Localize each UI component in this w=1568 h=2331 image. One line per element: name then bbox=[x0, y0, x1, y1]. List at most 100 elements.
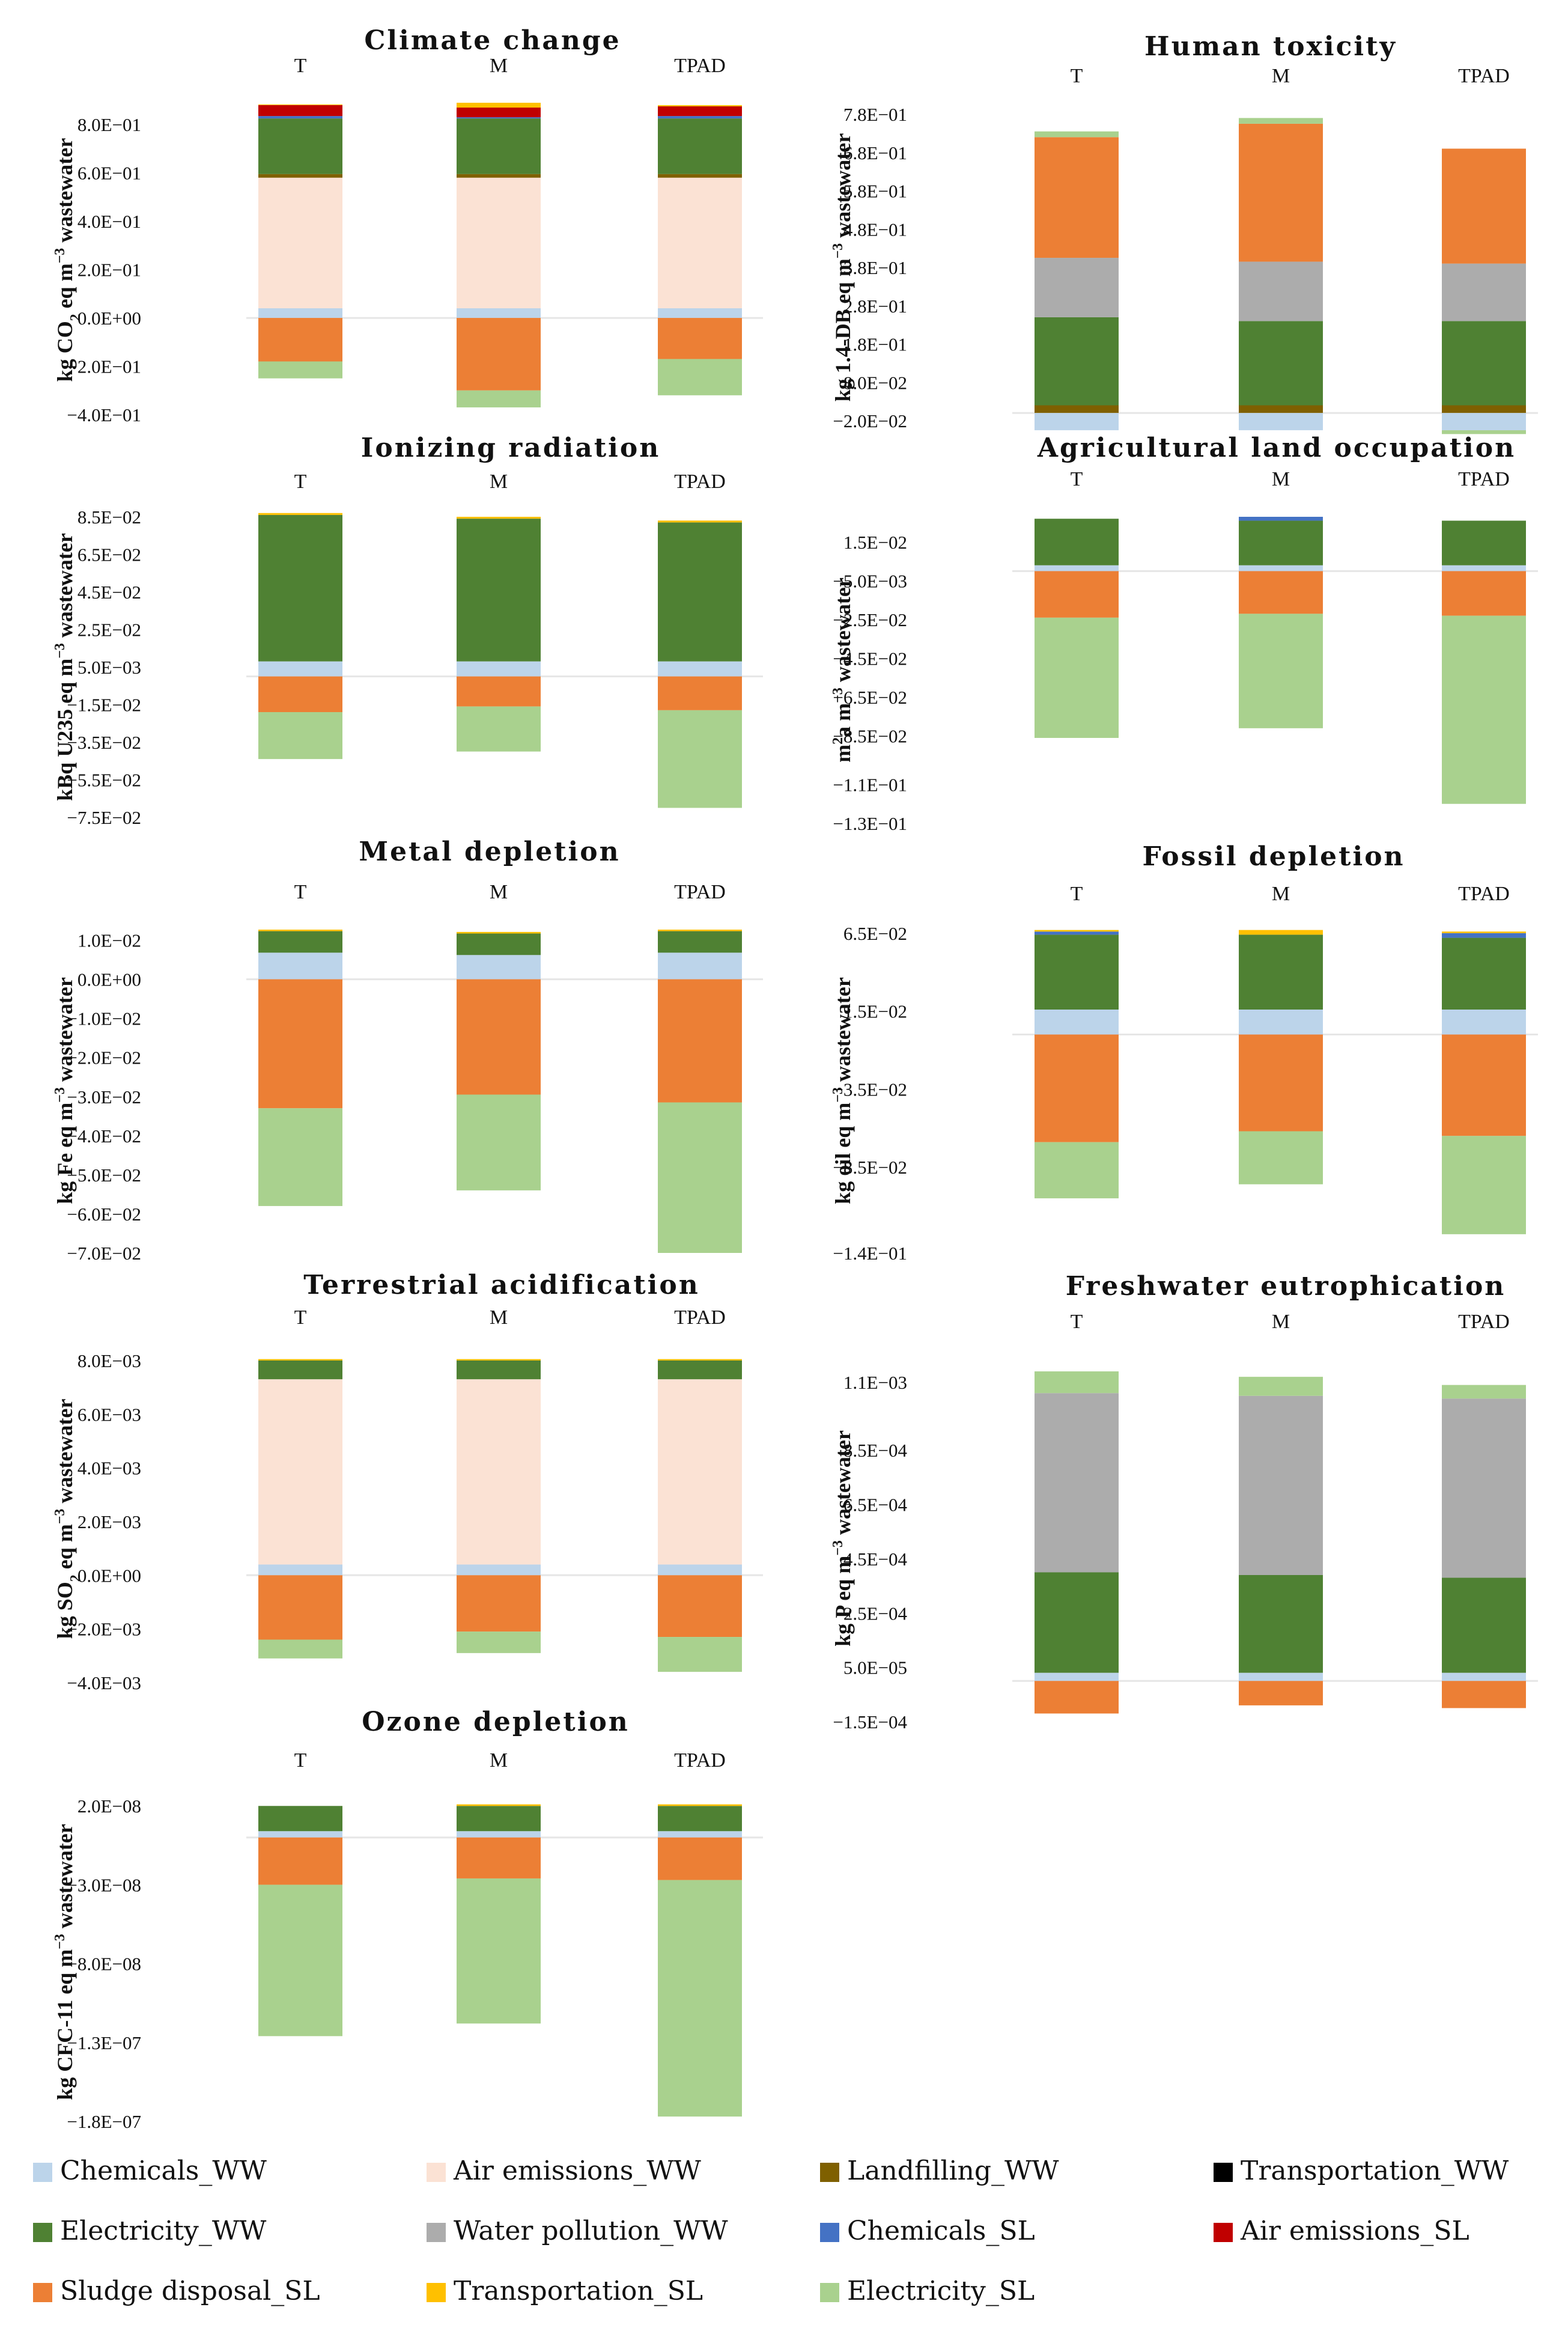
category-label: M bbox=[490, 55, 508, 77]
bar-segment-chem_ww bbox=[1239, 565, 1323, 571]
y-tick-label: −3.5E−02 bbox=[67, 732, 141, 753]
y-tick-label: −2.0E−02 bbox=[67, 1047, 141, 1068]
legend: Chemicals_WW Air emissions_WW Landfilling_… bbox=[33, 2156, 1509, 2306]
y-axis-label-part: wastewater bbox=[53, 977, 77, 1087]
bar-segment-elec_sl bbox=[457, 390, 541, 407]
y-axis-label: kg oil eq m−3 wastewater bbox=[830, 977, 855, 1204]
legend-label: Sludge disposal_SL bbox=[60, 2276, 320, 2306]
chart-panel: Ionizing radiation kBq U235 eq m−3 wastew… bbox=[52, 433, 763, 828]
bar-segment-elec_ww bbox=[1442, 520, 1526, 565]
bar-segment-elec_sl bbox=[1442, 1136, 1526, 1234]
legend-label: Air emissions_SL bbox=[1240, 2216, 1469, 2246]
bar-segment-trans_sl bbox=[258, 1359, 342, 1361]
bar-segment-elec_sl bbox=[1035, 1371, 1119, 1394]
bar-segment-land_ww bbox=[658, 174, 742, 178]
legend-label: Transportation_SL bbox=[454, 2276, 703, 2306]
bar-segment-elec_sl bbox=[658, 359, 742, 395]
bar-segment-elec_sl bbox=[457, 706, 541, 752]
y-axis-label: kg Fe eq m−3 wastewater bbox=[52, 977, 77, 1204]
bar-segment-chem_ww bbox=[658, 952, 742, 980]
y-axis-label: m2a m−3 wastewater bbox=[830, 577, 855, 763]
chart-panel: Metal depletion kg Fe eq m−3 wastewater 1.… bbox=[52, 836, 763, 1264]
bar-segment-elec_ww bbox=[1239, 934, 1323, 1010]
y-axis-label-part: wastewater bbox=[53, 1399, 77, 1509]
y-axis-label-part: −3 bbox=[52, 1934, 68, 1949]
y-tick-label: 8.0E−01 bbox=[77, 114, 141, 135]
chart-title: Ozone depletion bbox=[362, 1707, 630, 1737]
bar-segment-elec_ww bbox=[258, 931, 342, 953]
bar-segment-elec_ww bbox=[1035, 1572, 1119, 1673]
legend-label: Water pollution_WW bbox=[454, 2216, 728, 2246]
bar-segment-water_ww bbox=[1239, 1395, 1323, 1575]
bar-segment-elec_sl bbox=[1442, 430, 1526, 434]
y-tick-label: 6.5E−04 bbox=[843, 1495, 908, 1516]
y-tick-label: 2.0E−01 bbox=[77, 260, 141, 281]
y-tick-label: −5.5E−02 bbox=[67, 770, 141, 791]
bar-segment-sludge_sl bbox=[1239, 1034, 1323, 1132]
bar-segment-elec_ww bbox=[658, 522, 742, 662]
bar-segment-air_sl bbox=[658, 106, 742, 117]
category-label: TPAD bbox=[1458, 65, 1510, 87]
bar-segment-water_ww bbox=[1442, 263, 1526, 321]
y-tick-label: −1.3E−01 bbox=[833, 813, 907, 834]
bar-segment-sludge_sl bbox=[258, 1575, 342, 1640]
bar-segment-chem_ww bbox=[1442, 1672, 1526, 1681]
y-tick-label: 0.0E+00 bbox=[77, 1565, 141, 1586]
bar-segment-chem_ww bbox=[1239, 1010, 1323, 1035]
bar-segment-air_ww bbox=[258, 1379, 342, 1565]
bar-segment-elec_ww bbox=[258, 118, 342, 174]
bar-segment-sludge_sl bbox=[1035, 1034, 1119, 1142]
bar-segment-elec_sl bbox=[1239, 614, 1323, 728]
category-label: T bbox=[294, 1306, 307, 1329]
legend-item: Water pollution_WW bbox=[427, 2216, 728, 2246]
bar-segment-elec_ww bbox=[1442, 321, 1526, 406]
y-axis-label-part: kg CFC-11 eq m bbox=[53, 1949, 77, 2100]
y-tick-label: 6.5E−02 bbox=[77, 544, 141, 565]
bar-segment-sludge_sl bbox=[1035, 137, 1119, 258]
bar-segment-trans_sl bbox=[1239, 930, 1323, 935]
category-label: T bbox=[294, 1749, 307, 1772]
bar-segment-chem_sl bbox=[1239, 517, 1323, 521]
bar-segment-elec_ww bbox=[1239, 321, 1323, 406]
y-axis-label-part: wastewater bbox=[53, 1824, 77, 1934]
y-axis-label-part: kg CO bbox=[53, 321, 77, 382]
y-axis-label-part: 2 bbox=[68, 314, 84, 321]
y-tick-label: −1.3E−07 bbox=[67, 2032, 141, 2053]
legend-item: Transportation_SL bbox=[427, 2276, 703, 2306]
bar-segment-sludge_sl bbox=[1035, 571, 1119, 618]
bar-segment-chem_ww bbox=[258, 1831, 342, 1838]
legend-item: Chemicals_WW bbox=[33, 2156, 267, 2186]
bar-segment-elec_ww bbox=[658, 1806, 742, 1832]
y-axis-label-part: m bbox=[831, 745, 855, 763]
y-tick-label: −3.0E−02 bbox=[67, 1086, 141, 1108]
y-tick-label: 8.5E−04 bbox=[843, 1440, 908, 1461]
y-axis-label-part: −3 bbox=[830, 243, 846, 259]
bar-segment-elec_ww bbox=[1035, 519, 1119, 565]
bar-segment-sludge_sl bbox=[1442, 571, 1526, 616]
y-tick-label: 1.0E−02 bbox=[77, 930, 141, 951]
y-tick-label: −5.0E−03 bbox=[833, 571, 907, 592]
y-tick-label: −1.8E−07 bbox=[67, 2111, 141, 2132]
bar-segment-water_ww bbox=[1035, 258, 1119, 317]
bar-segment-trans_sl bbox=[1442, 931, 1526, 933]
y-axis-label-part: −3 bbox=[52, 248, 68, 264]
y-axis-label-part: kBq U235 eq m bbox=[53, 659, 77, 801]
legend-item: Chemicals_SL bbox=[820, 2216, 1035, 2246]
bar-segment-sludge_sl bbox=[1239, 571, 1323, 614]
bar-segment-elec_sl bbox=[457, 1878, 541, 2024]
bar-segment-sludge_sl bbox=[1442, 1034, 1526, 1136]
bar-segment-chem_ww bbox=[658, 661, 742, 677]
bar-segment-elec_ww bbox=[457, 1806, 541, 1832]
bar-segment-chem_ww bbox=[258, 308, 342, 318]
bar-segment-sludge_sl bbox=[1035, 1681, 1119, 1714]
y-tick-label: −4.0E−01 bbox=[67, 404, 141, 425]
category-label: TPAD bbox=[674, 881, 726, 903]
category-label: T bbox=[294, 471, 307, 493]
y-tick-label: −7.0E−02 bbox=[67, 1243, 141, 1264]
y-tick-label: 2.0E−03 bbox=[77, 1511, 141, 1532]
legend-item: Electricity_SL bbox=[820, 2276, 1035, 2306]
y-tick-label: 8.0E−03 bbox=[77, 1350, 141, 1371]
y-axis-label: kBq U235 eq m−3 wastewater bbox=[52, 533, 77, 801]
bar-segment-chem_ww bbox=[258, 661, 342, 677]
